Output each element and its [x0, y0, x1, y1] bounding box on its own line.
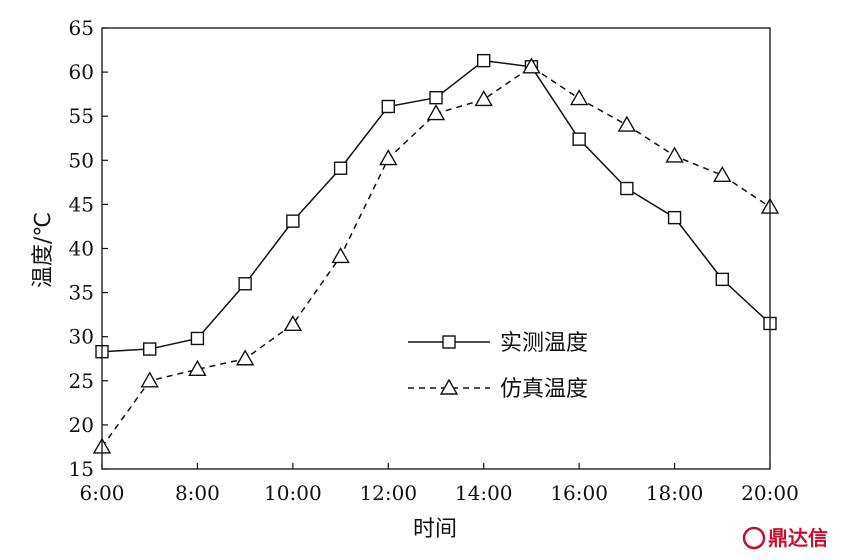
data-point-simulated [522, 57, 541, 74]
x-tick-label: 20:00 [741, 481, 799, 505]
x-tick-label: 14:00 [455, 481, 513, 505]
x-axis-title: 时间 [413, 517, 457, 542]
x-tick-label: 10:00 [264, 481, 322, 505]
y-tick-label: 60 [69, 60, 94, 84]
data-point-simulated [235, 349, 255, 366]
data-point-measured [620, 181, 634, 196]
data-point-measured [190, 331, 205, 346]
data-point-measured [572, 132, 586, 146]
legend-item-measured: 实测温度 [408, 331, 588, 356]
series-line-simulated [101, 65, 771, 448]
x-tick-label: 18:00 [646, 481, 704, 505]
data-point-simulated [617, 115, 637, 132]
plot-frame [101, 27, 771, 470]
data-point-simulated [283, 314, 303, 332]
legend: 实测温度 仿真温度 [408, 331, 588, 402]
y-tick-label: 50 [69, 148, 94, 172]
y-tick-label: 30 [69, 325, 94, 349]
data-point-simulated [474, 90, 493, 107]
y-tick-label: 25 [69, 369, 94, 393]
x-tick-label: 16:00 [550, 481, 608, 505]
watermark-logo-icon [742, 526, 766, 550]
watermark: 鼎达信 [742, 526, 828, 550]
data-point-simulated [713, 165, 732, 182]
series-layer [92, 53, 780, 454]
data-point-measured [143, 342, 157, 356]
data-point-measured [238, 277, 252, 291]
y-axis-ticks: 15 20 25 30 35 40 45 50 55 60 65 [69, 16, 108, 481]
x-axis-ticks: 6:00 8:00 10:00 12:00 14:00 16:00 18:00 20:00 [80, 463, 799, 505]
x-tick-label: 12:00 [359, 481, 417, 505]
data-point-simulated [426, 104, 446, 121]
data-point-simulated [331, 247, 350, 264]
y-tick-label: 45 [69, 192, 94, 216]
data-point-measured [381, 99, 395, 114]
legend-label-simulated: 仿真温度 [500, 377, 588, 402]
y-tick-label: 40 [69, 237, 94, 261]
y-tick-label: 15 [69, 457, 94, 481]
data-point-measured [667, 210, 682, 225]
x-tick-label: 6:00 [80, 481, 125, 505]
legend-marker-triangle [439, 378, 459, 395]
watermark-text: 鼎达信 [768, 526, 828, 550]
data-point-measured [477, 53, 491, 68]
data-point-simulated [665, 146, 684, 163]
data-point-simulated [569, 89, 589, 106]
data-point-simulated [379, 149, 398, 166]
data-point-simulated [188, 359, 207, 377]
y-tick-label: 65 [69, 16, 94, 40]
data-point-measured [429, 90, 443, 105]
legend-item-simulated: 仿真温度 [408, 377, 588, 402]
y-tick-label: 55 [69, 104, 94, 128]
y-tick-label: 20 [69, 413, 94, 437]
y-tick-label: 35 [69, 281, 94, 305]
y-axis-title: 温度/℃ [31, 212, 56, 288]
x-tick-label: 8:00 [175, 481, 220, 505]
legend-label-measured: 实测温度 [500, 331, 588, 356]
data-point-measured [333, 161, 348, 175]
legend-marker-square [442, 335, 456, 349]
data-point-simulated [140, 371, 159, 388]
data-point-measured [715, 272, 729, 287]
data-point-measured [286, 214, 300, 228]
